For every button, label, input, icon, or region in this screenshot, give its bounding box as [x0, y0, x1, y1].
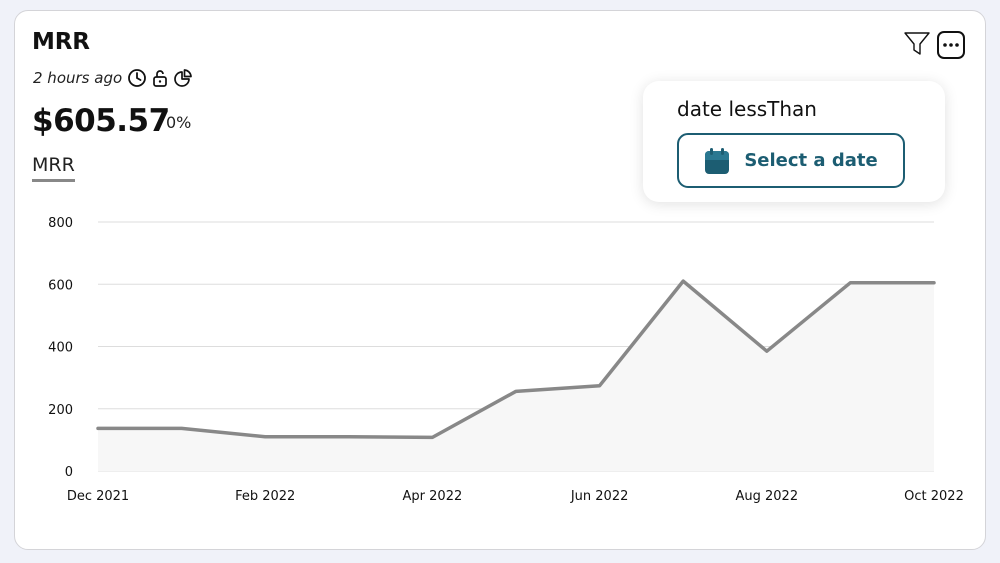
filter-icon[interactable] [903, 30, 931, 58]
card-title: MRR [32, 29, 90, 55]
y-tick-label-400: 400 [48, 341, 73, 356]
x-tick-label-jun-2022: Jun 2022 [570, 489, 629, 504]
series-line-0 [96, 279, 936, 440]
mrr-chart: 0 200 400 600 800 Dec 2021 Feb 2022 Apr 2022 Jun… [48, 216, 964, 504]
metric-value: $605.57 [32, 103, 170, 139]
y-tick-label-800: 800 [48, 216, 73, 231]
metric-change: 0% [166, 113, 192, 132]
filter-condition-label: date lessThan [677, 97, 817, 121]
x-tick-label-dec-2021: Dec 2021 [67, 489, 129, 504]
y-tick-label-200: 200 [48, 403, 73, 418]
x-tick-label-aug-2022: Aug 2022 [735, 489, 798, 504]
y-tick-label-0: 0 [65, 465, 73, 480]
more-icon [943, 43, 959, 47]
updated-time: 2 hours ago [33, 69, 123, 87]
metric-tab[interactable]: MRR [32, 154, 75, 182]
x-tick-label-feb-2022: Feb 2022 [235, 489, 295, 504]
x-tick-label-oct-2022: Oct 2022 [904, 489, 964, 504]
x-tick-label-apr-2022: Apr 2022 [403, 489, 463, 504]
y-tick-label-600: 600 [48, 278, 73, 293]
more-button[interactable] [937, 31, 965, 59]
pie-chart-icon [174, 69, 193, 87]
series-area-0 [98, 281, 934, 471]
select-date-button[interactable]: Select a date [677, 133, 905, 188]
meta-row: 2 hours ago [33, 67, 193, 89]
mrr-card: MRR 2 hours ago $605.57 0% MRR 0 200 400 60… [14, 10, 986, 550]
date-filter-popover: date lessThan Select a date [643, 81, 945, 202]
clock-icon [128, 69, 147, 87]
calendar-icon [705, 147, 730, 174]
select-date-label: Select a date [744, 150, 878, 171]
unlock-icon [153, 70, 168, 87]
